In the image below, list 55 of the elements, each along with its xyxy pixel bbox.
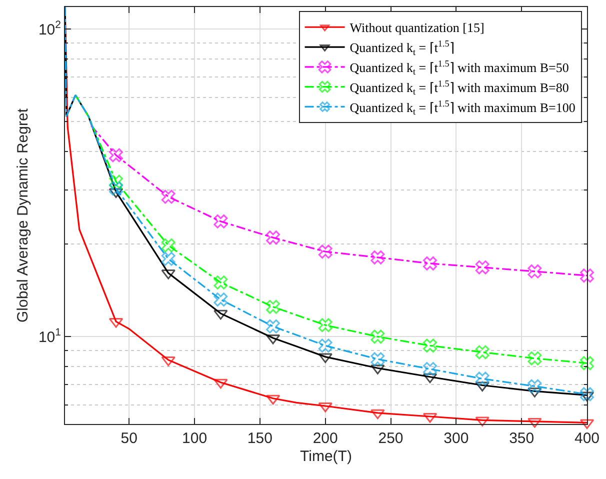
- point: [475, 372, 490, 386]
- legend-label: Quantized k$_{t}$ = ⌈t$^{1.5}$⌉ with maximum B=100: [350, 98, 576, 117]
- y-axis-title: Global Average Dynamic Regret: [14, 108, 32, 322]
- x-tick-label: 50: [120, 430, 138, 447]
- point: [370, 352, 385, 366]
- point: [370, 330, 385, 344]
- point: [266, 319, 280, 334]
- point: [161, 356, 176, 366]
- legend-label: Without quantization [15]: [350, 20, 484, 36]
- point: [370, 250, 385, 264]
- point: [422, 373, 438, 384]
- point: [318, 318, 332, 332]
- point: [528, 418, 542, 428]
- point: [214, 310, 228, 320]
- point: [161, 252, 176, 266]
- point: [214, 214, 228, 228]
- point: [580, 387, 594, 402]
- x-tick-label: 350: [509, 430, 534, 447]
- point: [214, 378, 228, 389]
- point: [214, 292, 228, 307]
- x-tick-label: 400: [574, 430, 600, 447]
- x-tick-label: 150: [247, 430, 272, 447]
- point: [214, 276, 228, 290]
- point: [423, 362, 437, 376]
- point: [423, 338, 437, 353]
- point: [423, 256, 437, 270]
- point: [161, 190, 176, 204]
- point: [109, 148, 123, 162]
- legend-label: Quantized k$_{t}$ = ⌈t$^{1.5}$⌉ with maximum B=80: [350, 78, 569, 97]
- point: [266, 230, 280, 245]
- point: [161, 238, 176, 252]
- point: [318, 353, 332, 364]
- point: [318, 338, 332, 353]
- legend-label: Quantized k$_{t}$ = ⌈t$^{1.5}$⌉ with maximum B=50: [350, 58, 569, 77]
- x-tick-label: 100: [182, 430, 208, 447]
- point: [580, 356, 594, 370]
- x-tick-label: 200: [312, 430, 338, 447]
- point: [528, 264, 542, 278]
- x-tick-label: 250: [378, 430, 404, 447]
- point: [266, 394, 280, 405]
- y-tick-label: 10$^{2}$: [38, 19, 62, 38]
- point: [266, 300, 280, 314]
- x-tick-label: 300: [444, 430, 469, 447]
- point: [370, 409, 385, 420]
- point: [318, 244, 332, 259]
- point: [528, 351, 542, 366]
- legend-label: Quantized k$_{t}$ = ⌈t$^{1.5}$⌉: [350, 38, 454, 57]
- point: [580, 268, 594, 283]
- x-axis-title: Time(T): [300, 448, 352, 465]
- point: [109, 182, 123, 196]
- point: [528, 379, 542, 394]
- y-tick-label: 10$^{1}$: [38, 326, 62, 346]
- point: [475, 345, 490, 360]
- point: [475, 260, 490, 274]
- point: [109, 174, 123, 189]
